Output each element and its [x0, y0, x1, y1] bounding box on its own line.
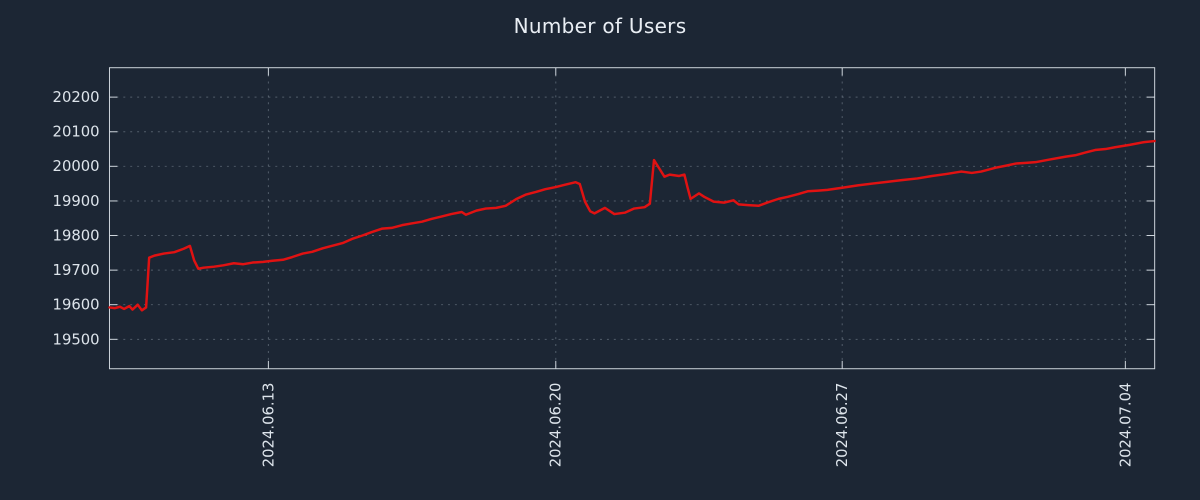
x-axis-tick-label: 2024.07.04: [1117, 383, 1134, 468]
line-chart-svg: 19500 19600 19700 19800 19900 20000 20100 20200…: [53, 67, 1156, 468]
y-axis-tick-label: 19700: [53, 262, 100, 279]
x-axis-tick-label: 2024.06.13: [260, 383, 277, 468]
chart-title: Number of Users: [513, 14, 687, 38]
x-axis-tick-label: 2024.06.20: [548, 383, 565, 468]
y-axis-tick-label: 19600: [53, 297, 100, 314]
y-axis-tick-label: 20100: [53, 124, 100, 141]
plot-border: [108, 67, 1156, 370]
users-line-series: [108, 139, 1156, 312]
y-axis-tick-label: 19500: [53, 331, 100, 348]
y-axis-tick-label: 19900: [53, 193, 100, 210]
y-axis-tick-label: 20000: [53, 158, 100, 175]
y-axis-tick-label: 20200: [53, 89, 100, 106]
x-axis-tick-label: 2024.06.27: [834, 383, 851, 468]
y-axis-tick-label: 19800: [53, 227, 100, 244]
